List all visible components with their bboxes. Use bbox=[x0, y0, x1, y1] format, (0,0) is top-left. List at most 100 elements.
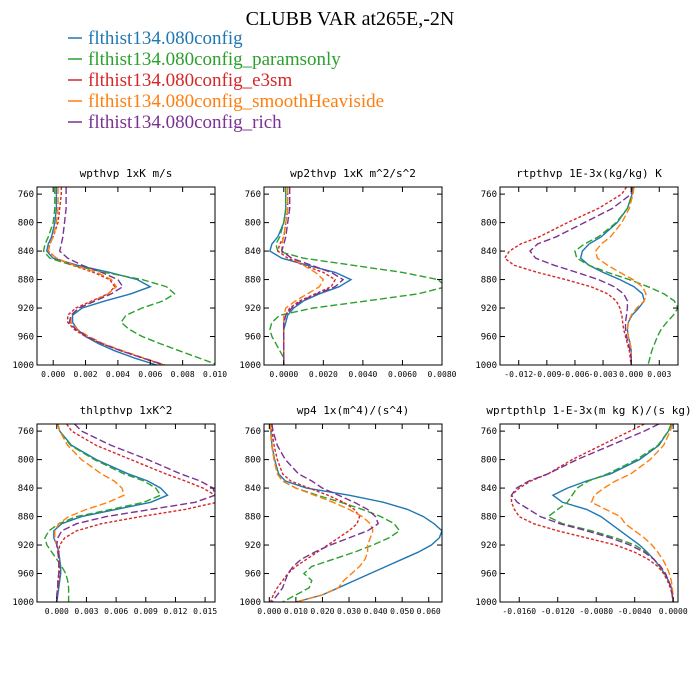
y-tick-label: 760 bbox=[481, 427, 497, 437]
y-tick-label: 920 bbox=[481, 304, 497, 314]
x-tick-label: 0.006 bbox=[104, 607, 128, 616]
y-tick-label: 760 bbox=[245, 427, 261, 437]
x-tick-label: 0.060 bbox=[417, 607, 441, 616]
y-tick-label: 760 bbox=[481, 190, 497, 200]
plot-frame bbox=[36, 186, 216, 366]
y-tick-label: 1000 bbox=[475, 361, 497, 371]
y-tick-label: 920 bbox=[245, 304, 261, 314]
y-tick-label: 800 bbox=[481, 456, 497, 466]
y-tick-label: 840 bbox=[481, 247, 497, 257]
y-tick-label: 840 bbox=[245, 247, 261, 257]
x-tick-label: 0.002 bbox=[73, 370, 97, 379]
y-tick-label: 1000 bbox=[12, 361, 34, 371]
y-tick-label: 840 bbox=[18, 484, 34, 494]
x-tick-label: 0.0000 bbox=[659, 607, 688, 616]
panel-title: thlpthvp 1xK^2 bbox=[80, 404, 173, 417]
series-line bbox=[269, 424, 374, 602]
series-line bbox=[280, 187, 345, 365]
x-tick-label: 0.004 bbox=[106, 370, 130, 379]
y-tick-label: 920 bbox=[245, 541, 261, 551]
y-tick-label: 920 bbox=[481, 541, 497, 551]
x-tick-label: 0.0040 bbox=[348, 370, 377, 379]
x-tick-label: -0.003 bbox=[589, 370, 618, 379]
x-tick-label: 0.000 bbox=[45, 607, 69, 616]
y-tick-label: 880 bbox=[245, 276, 261, 286]
y-tick-label: 960 bbox=[481, 333, 497, 343]
series-line bbox=[269, 424, 361, 602]
panel-title: wpthvp 1xK m/s bbox=[80, 167, 173, 180]
series-line bbox=[58, 187, 166, 365]
x-tick-label: -0.0160 bbox=[502, 607, 536, 616]
series-line bbox=[42, 187, 215, 365]
panel: wp2thvp 1xK m^2/s^2 760 800 840 880 920 960 100… bbox=[239, 167, 456, 379]
plot-frame bbox=[263, 186, 443, 366]
plot-frame bbox=[263, 423, 443, 603]
y-tick-label: 960 bbox=[245, 570, 261, 580]
panel: thlpthvp 1xK^2 760 800 840 880 920 960 1000 0.00… bbox=[12, 404, 217, 616]
x-tick-label: 0.006 bbox=[138, 370, 162, 379]
panel: wp4 1x(m^4)/(s^4)76080084088092096010000… bbox=[239, 404, 443, 616]
y-tick-label: 840 bbox=[481, 484, 497, 494]
series-line bbox=[269, 187, 442, 365]
x-tick-label: 0.003 bbox=[74, 607, 98, 616]
x-tick-label: -0.0080 bbox=[579, 607, 613, 616]
panel: wprtpthlp 1-E-3x(m kg K)/(s kg) 760 800 840… bbox=[475, 404, 691, 616]
y-tick-label: 800 bbox=[481, 219, 497, 229]
y-tick-label: 1000 bbox=[475, 598, 497, 608]
x-tick-label: 0.012 bbox=[163, 607, 187, 616]
y-tick-label: 960 bbox=[481, 570, 497, 580]
series-line bbox=[510, 424, 674, 602]
y-tick-label: 1000 bbox=[239, 361, 261, 371]
legend-entry: flthist134.080config_smoothHeaviside bbox=[88, 91, 384, 112]
y-tick-label: 880 bbox=[18, 276, 34, 286]
panels: wpthvp 1xK m/s76080084088092096010000.00… bbox=[12, 167, 691, 616]
y-tick-label: 960 bbox=[18, 570, 34, 580]
x-tick-label: 0.000 bbox=[619, 370, 643, 379]
y-tick-label: 800 bbox=[18, 219, 34, 229]
y-tick-label: 920 bbox=[18, 541, 34, 551]
y-tick-label: 1000 bbox=[12, 598, 34, 608]
y-tick-label: 1000 bbox=[239, 598, 261, 608]
legend-entry: flthist134.080config bbox=[88, 28, 243, 49]
x-tick-label: -0.012 bbox=[504, 370, 533, 379]
panel-title: rtpthvp 1E-3x(kg/kg) K bbox=[516, 167, 662, 180]
series-line bbox=[56, 424, 215, 602]
y-tick-label: 880 bbox=[481, 276, 497, 286]
series-line bbox=[574, 187, 678, 365]
x-tick-label: 0.003 bbox=[647, 370, 671, 379]
x-tick-label: 0.0060 bbox=[388, 370, 417, 379]
panel: rtpthvp 1E-3x(kg/kg) K 760 800 840 880 920 960… bbox=[475, 167, 679, 379]
x-tick-label: 0.009 bbox=[134, 607, 158, 616]
x-tick-label: 0.0000 bbox=[269, 370, 298, 379]
series-line bbox=[53, 424, 169, 602]
legend-entry: flthist134.080config_rich bbox=[88, 112, 282, 133]
panel-title: wprtpthlp 1-E-3x(m kg K)/(s kg) bbox=[486, 404, 691, 417]
y-tick-label: 960 bbox=[18, 333, 34, 343]
plot-frame bbox=[499, 423, 679, 603]
y-tick-label: 880 bbox=[481, 513, 497, 523]
x-tick-label: 0.0020 bbox=[309, 370, 338, 379]
y-tick-label: 840 bbox=[245, 484, 261, 494]
y-tick-label: 840 bbox=[18, 247, 34, 257]
y-tick-label: 800 bbox=[245, 456, 261, 466]
x-tick-label: -0.0120 bbox=[541, 607, 575, 616]
x-tick-label: 0.020 bbox=[310, 607, 334, 616]
panel-title: wp2thvp 1xK m^2/s^2 bbox=[290, 167, 416, 180]
legend-entry: flthist134.080config_paramsonly bbox=[88, 49, 341, 70]
x-tick-label: 0.040 bbox=[364, 607, 388, 616]
x-tick-label: -0.006 bbox=[560, 370, 589, 379]
x-tick-label: 0.0080 bbox=[428, 370, 457, 379]
series-line bbox=[271, 424, 380, 602]
x-tick-label: 0.000 bbox=[257, 607, 281, 616]
legend-entry: flthist134.080config_e3sm bbox=[88, 70, 292, 91]
y-tick-label: 920 bbox=[18, 304, 34, 314]
series-line bbox=[56, 424, 215, 602]
series-line bbox=[529, 187, 633, 365]
y-tick-label: 800 bbox=[245, 219, 261, 229]
series-line bbox=[47, 187, 166, 365]
x-tick-label: 0.008 bbox=[171, 370, 195, 379]
x-tick-label: 0.030 bbox=[337, 607, 361, 616]
x-tick-label: 0.010 bbox=[284, 607, 308, 616]
plot-frame bbox=[499, 186, 679, 366]
